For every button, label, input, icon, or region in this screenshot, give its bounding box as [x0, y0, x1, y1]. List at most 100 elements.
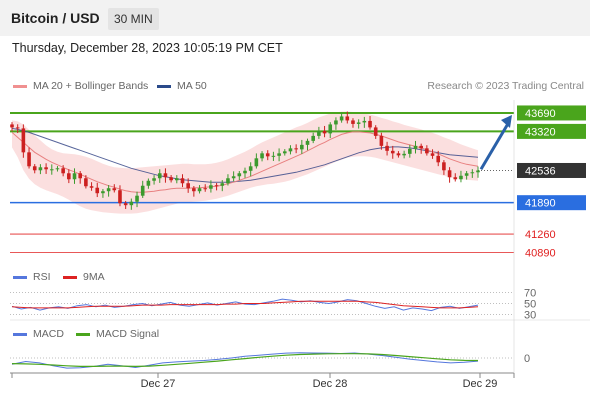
rsi-swatch: [13, 275, 27, 279]
rsi-line: [11, 298, 479, 312]
candle-body: [32, 166, 37, 171]
legend-macd-label: MACD: [33, 328, 64, 340]
candle-body: [118, 190, 122, 204]
legend-ma50-label: MA 50: [177, 80, 207, 92]
candle-body: [180, 178, 185, 184]
macd-swatch: [13, 332, 27, 336]
legend-ma20-label: MA 20 + Bollinger Bands: [33, 80, 149, 92]
candle-body: [425, 148, 429, 154]
candle-body: [15, 127, 20, 129]
level-label-42536: 42536: [525, 165, 556, 177]
candle-body: [203, 188, 208, 190]
candle-body: [436, 155, 441, 163]
candle-body: [402, 153, 406, 156]
candle-body: [453, 177, 458, 180]
candle-body: [214, 185, 219, 187]
instrument-title: Bitcoin / USD: [11, 10, 100, 26]
candle-body: [368, 120, 372, 128]
forecast-arrow-head: [501, 114, 512, 128]
candle-body: [339, 116, 344, 121]
candle-body: [192, 188, 196, 192]
legend-ma50: MA 50: [157, 80, 207, 92]
candle-body: [61, 168, 65, 174]
candle-body: [209, 185, 213, 189]
candle-body: [317, 130, 321, 136]
macd-signal-swatch: [76, 332, 90, 336]
candle-body: [95, 187, 100, 194]
candle-body: [157, 173, 162, 179]
candle-body: [362, 120, 367, 123]
rsi-tick-50: 50: [524, 299, 536, 311]
candle-body: [169, 177, 173, 181]
candle-body: [413, 145, 418, 149]
rsi-tick-30: 30: [524, 310, 536, 322]
candle-body: [379, 135, 384, 146]
candle-body: [470, 172, 475, 174]
candle-body: [84, 178, 88, 187]
legend-rsi: RSI: [13, 271, 51, 283]
candle-body: [175, 178, 179, 181]
candle-body: [78, 173, 82, 179]
candle-body: [356, 122, 361, 124]
level-tag-43320: [517, 123, 586, 139]
timeframe-button[interactable]: 30 MIN: [108, 8, 159, 30]
rsi-ma-swatch: [63, 275, 77, 279]
candle-body: [243, 170, 247, 174]
macd-signal-line: [11, 353, 479, 368]
candle-body: [27, 152, 31, 167]
candle-body: [89, 186, 94, 188]
level-tag-42536: [517, 162, 586, 178]
forecast-arrow: [479, 121, 511, 171]
candle-body: [106, 188, 111, 192]
candle-body: [197, 188, 202, 192]
candle-body: [385, 145, 389, 151]
legend-rsi-ma: 9MA: [63, 271, 105, 283]
candle-body: [186, 183, 190, 189]
candle-body: [135, 195, 139, 202]
legend-macd-signal-label: MACD Signal: [96, 328, 160, 340]
legend-rsi-label: RSI: [33, 271, 51, 283]
candle-body: [55, 168, 60, 170]
legend-macd: MACD: [13, 328, 64, 340]
legend-ma20: MA 20 + Bollinger Bands: [13, 80, 148, 92]
candle-body: [140, 185, 145, 196]
candle-body: [10, 124, 14, 128]
ma50-swatch: [157, 84, 171, 88]
candle-body: [419, 145, 423, 149]
candle-body: [146, 180, 151, 186]
candle-body: [305, 140, 310, 145]
candle-body: [237, 173, 242, 177]
level-label-41890: 41890: [525, 198, 556, 210]
candle-body: [152, 178, 156, 181]
legend-rsi-ma-label: 9MA: [83, 271, 105, 283]
candle-body: [408, 148, 412, 154]
candle-body: [282, 151, 287, 154]
candle-body: [345, 116, 350, 121]
candle-body: [328, 124, 333, 134]
candles: [10, 111, 480, 210]
ma20-line: [11, 131, 479, 193]
header-bar: Bitcoin / USD 30 MIN: [0, 0, 590, 36]
candle-body: [44, 167, 48, 170]
candle-body: [265, 153, 270, 157]
chart-datetime: Thursday, December 28, 2023 10:05:19 PM …: [12, 41, 283, 55]
candle-body: [373, 127, 378, 136]
candle-body: [351, 120, 355, 124]
x-tick-label: Dec 27: [141, 378, 176, 390]
candle-body: [21, 128, 26, 153]
level-label-43320: 43320: [525, 126, 556, 138]
candle-body: [49, 169, 54, 171]
level-tag-41890: [517, 195, 586, 211]
candle-body: [447, 170, 452, 178]
candle-body: [476, 170, 480, 173]
candle-body: [277, 153, 281, 156]
candle-body: [112, 188, 117, 191]
candle-body: [248, 166, 253, 171]
legend-macd-signal: MACD Signal: [76, 328, 159, 340]
candle-body: [163, 173, 168, 178]
candle-body: [334, 120, 338, 125]
level-label-41260: 41260: [525, 229, 556, 241]
research-credit: Research © 2023 Trading Central: [427, 80, 584, 92]
candle-body: [101, 191, 105, 194]
